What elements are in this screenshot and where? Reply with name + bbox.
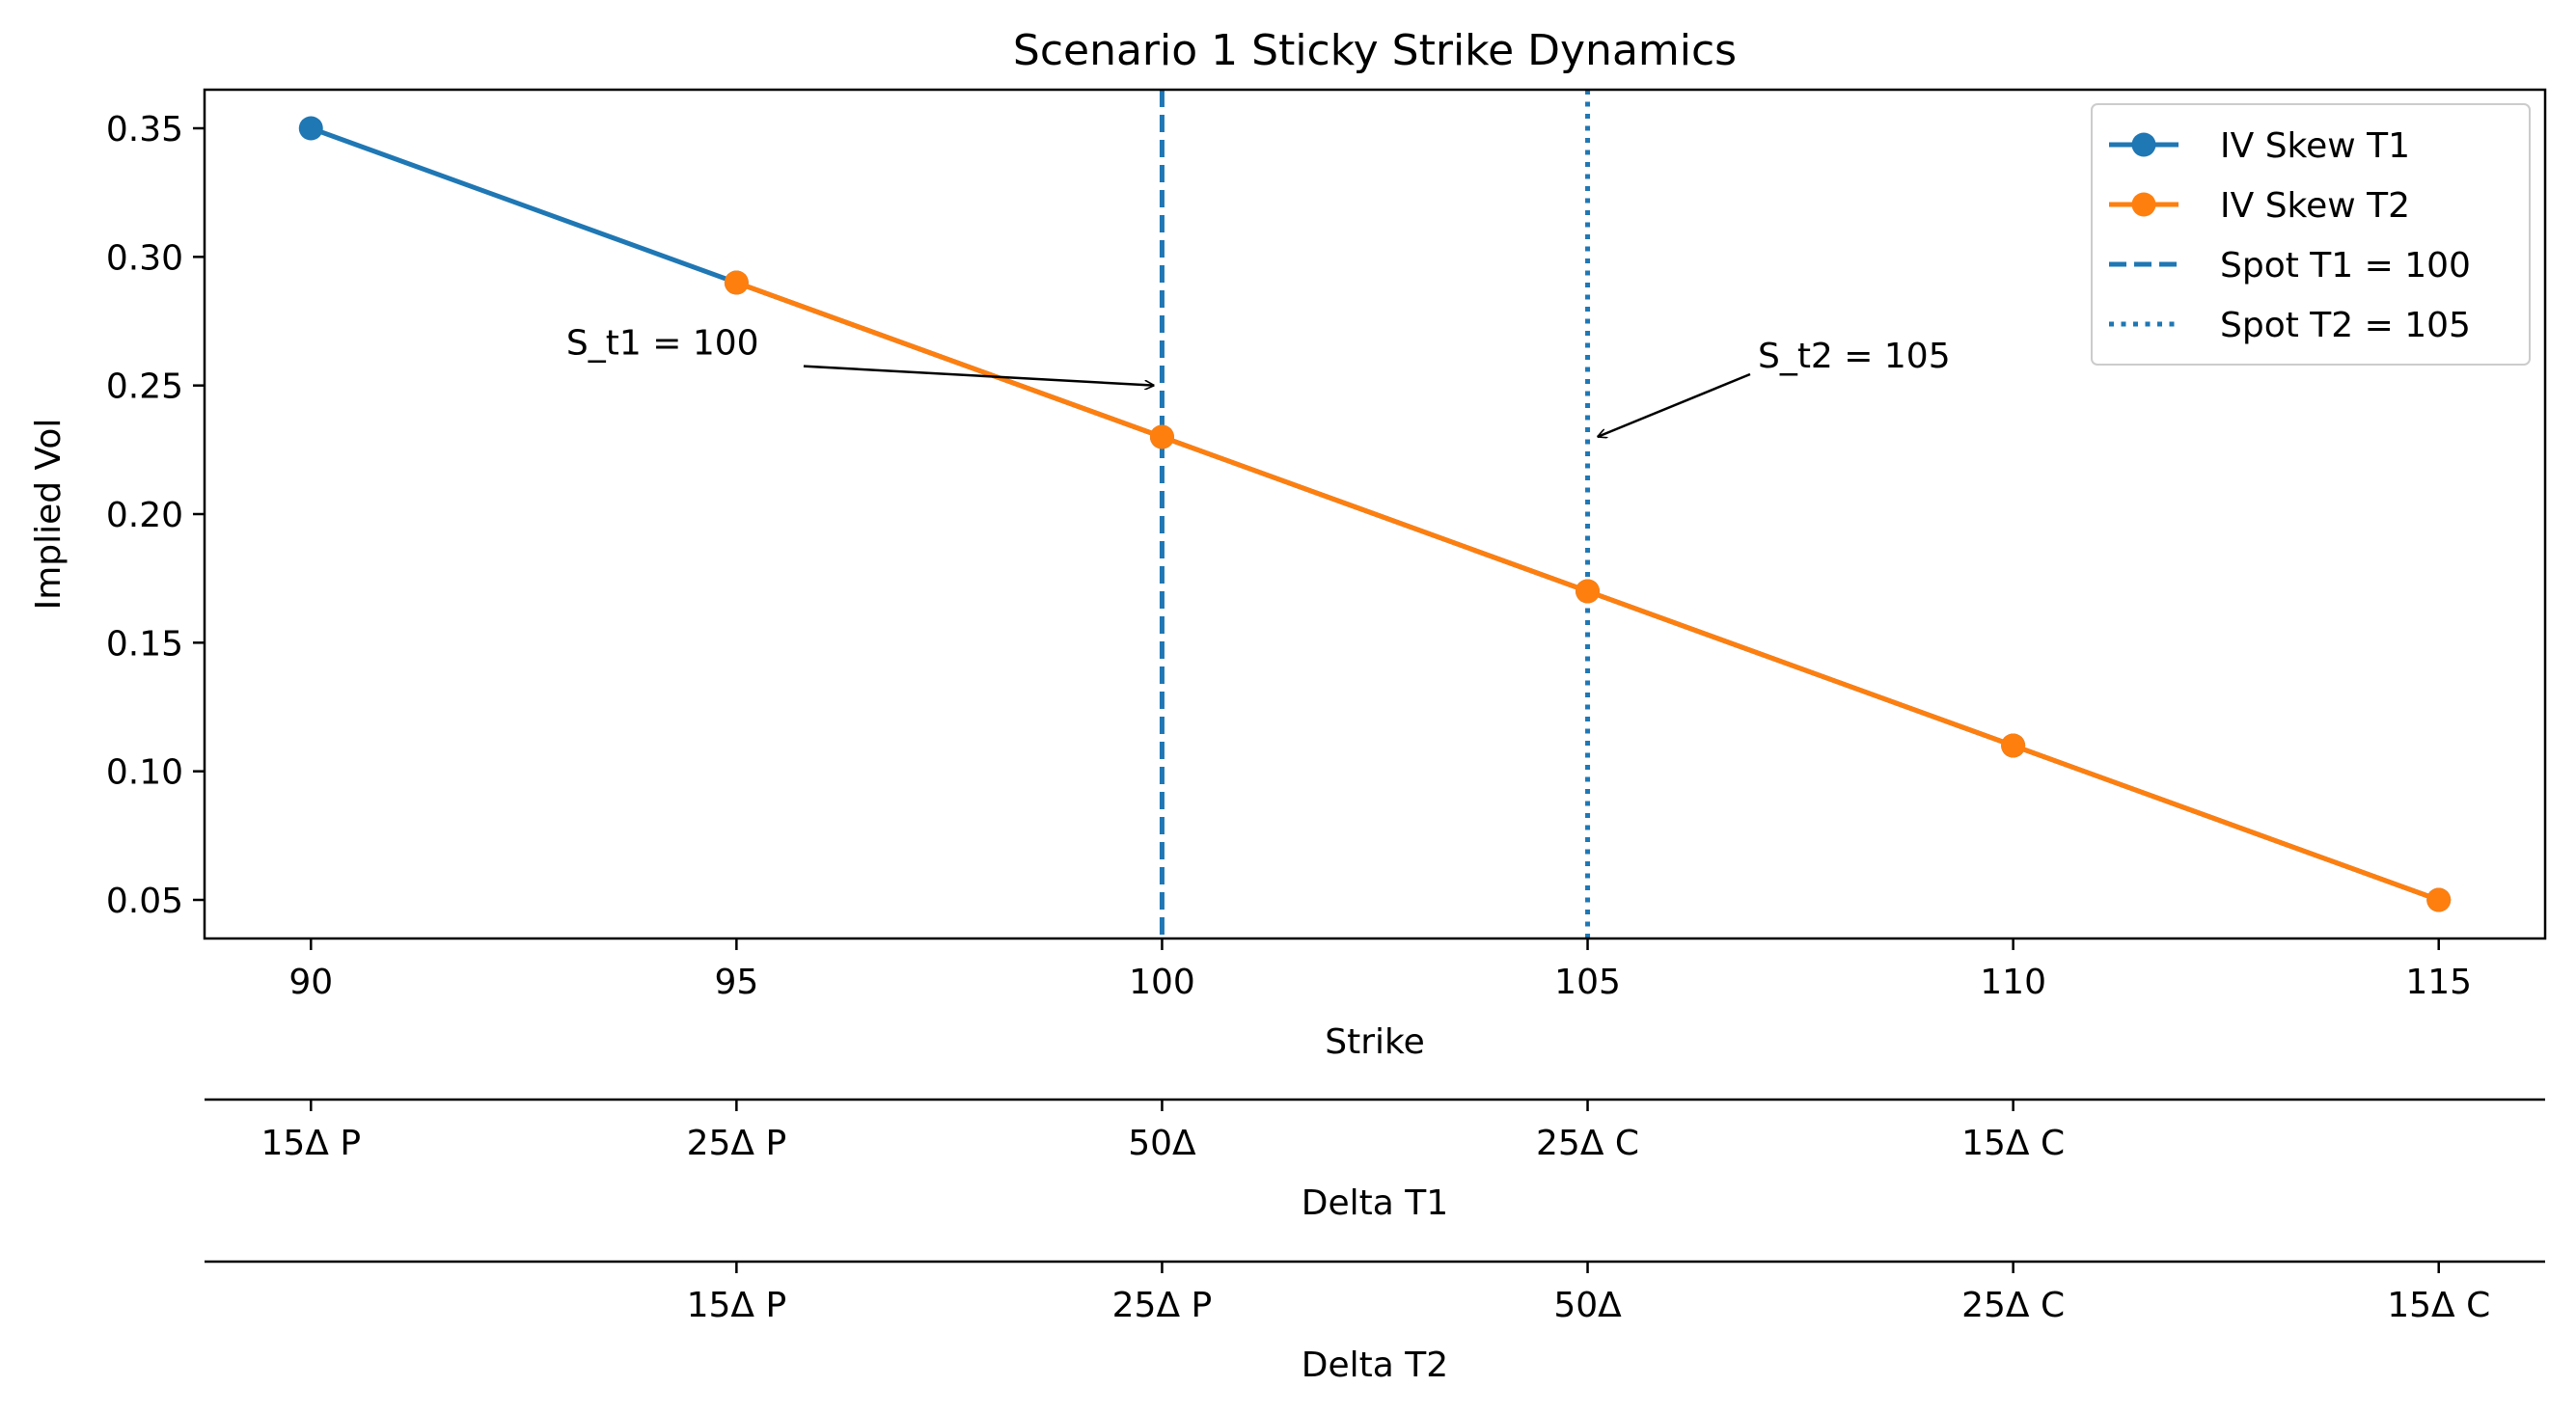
y-axis: 0.35 0.30 0.25 0.20 0.15 0.10 0.05 bbox=[106, 110, 205, 921]
x-axis-label: Strike bbox=[1325, 1022, 1424, 1062]
secondary-tick-label: 50Δ bbox=[1553, 1286, 1622, 1325]
plot-area bbox=[298, 90, 2452, 938]
x-axis: 90 95 100 105 110 115 bbox=[288, 938, 2472, 1002]
annotation-label: S_t1 = 100 bbox=[566, 324, 759, 364]
legend-label: Spot T2 = 105 bbox=[2220, 306, 2471, 345]
x-tick-label: 115 bbox=[2405, 963, 2472, 1002]
data-point bbox=[2001, 733, 2026, 758]
secondary-axis-label: Delta T2 bbox=[1302, 1346, 1448, 1385]
secondary-tick-label: 25Δ C bbox=[1961, 1286, 2065, 1325]
legend: IV Skew T1 IV Skew T2 Spot T1 = 100 Spot T2… bbox=[2091, 103, 2531, 366]
secondary-tick-label: 25Δ P bbox=[687, 1124, 787, 1163]
data-point bbox=[724, 270, 749, 295]
data-point bbox=[298, 116, 323, 141]
legend-label: Spot T1 = 100 bbox=[2220, 246, 2471, 286]
secondary-tick-label: 15Δ C bbox=[2387, 1286, 2490, 1325]
x-tick-label: 105 bbox=[1554, 963, 1621, 1002]
legend-marker bbox=[2131, 132, 2156, 157]
annotation-label: S_t2 = 105 bbox=[1758, 337, 1951, 376]
secondary-tick-label: 15Δ P bbox=[260, 1124, 361, 1163]
legend-box bbox=[2091, 103, 2531, 366]
data-point bbox=[1149, 424, 1174, 449]
y-tick-label: 0.15 bbox=[106, 624, 183, 664]
data-point bbox=[1576, 579, 1601, 604]
y-tick-label: 0.25 bbox=[106, 367, 183, 407]
data-point bbox=[2426, 887, 2452, 912]
x-tick-label: 90 bbox=[288, 963, 333, 1002]
annotation-arrow bbox=[1598, 372, 1751, 437]
x-tick-label: 100 bbox=[1129, 963, 1195, 1002]
y-tick-label: 0.05 bbox=[106, 882, 183, 921]
secondary-axis-label: Delta T1 bbox=[1302, 1183, 1448, 1223]
secondary-tick-label: 15Δ P bbox=[687, 1286, 787, 1325]
y-tick-label: 0.10 bbox=[106, 753, 183, 793]
legend-label: IV Skew T2 bbox=[2220, 186, 2410, 226]
annotation-arrow bbox=[803, 365, 1155, 386]
legend-marker bbox=[2131, 192, 2156, 217]
y-tick-label: 0.35 bbox=[106, 110, 183, 150]
y-tick-label: 0.20 bbox=[106, 496, 183, 535]
y-axis-label: Implied Vol bbox=[29, 419, 69, 611]
secondary-tick-label: 25Δ C bbox=[1536, 1124, 1639, 1163]
annotations: S_t1 = 100 S_t2 = 105 bbox=[566, 324, 1951, 437]
legend-label: IV Skew T1 bbox=[2220, 126, 2410, 166]
secondary-tick-label: 25Δ P bbox=[1112, 1286, 1213, 1325]
y-tick-label: 0.30 bbox=[106, 238, 183, 278]
x-tick-label: 95 bbox=[714, 963, 758, 1002]
secondary-axes: 15Δ P 25Δ P 50Δ 25Δ C 15Δ C Delta T1 15Δ P 25Δ … bbox=[205, 1098, 2545, 1385]
x-tick-label: 110 bbox=[1980, 963, 2046, 1002]
chart-title: Scenario 1 Sticky Strike Dynamics bbox=[1013, 26, 1737, 75]
secondary-tick-label: 50Δ bbox=[1128, 1124, 1196, 1163]
secondary-tick-label: 15Δ C bbox=[1961, 1124, 2065, 1163]
